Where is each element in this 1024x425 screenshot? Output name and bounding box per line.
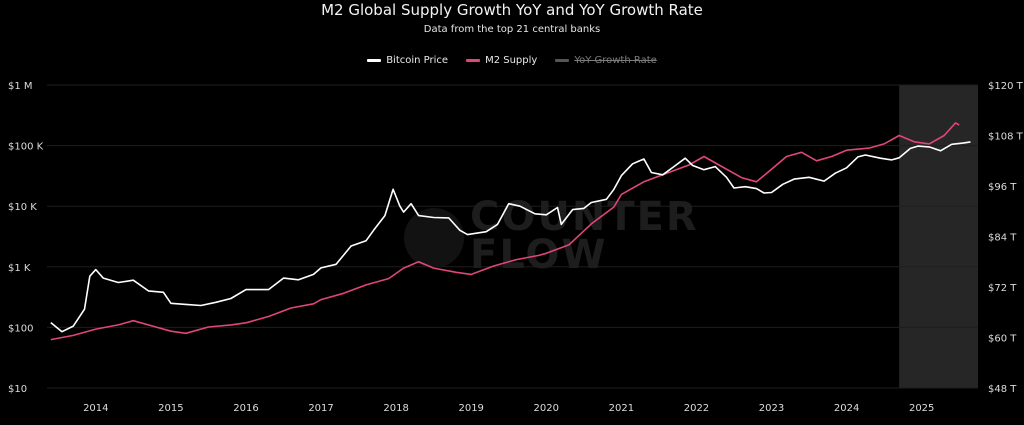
legend-item-yoy-growth-rate[interactable]: YoY Growth Rate <box>555 55 657 66</box>
right-tick-label: $60 T <box>988 334 1017 345</box>
x-tick-label: 2014 <box>83 403 108 414</box>
x-tick-label: 2022 <box>684 403 709 414</box>
left-tick-label: $1 K <box>8 263 31 274</box>
legend-label-yoy-growth-rate: YoY Growth Rate <box>574 55 657 66</box>
left-tick-label: $1 M <box>8 81 33 92</box>
left-tick-label: $10 K <box>8 202 37 213</box>
right-tick-label: $72 T <box>988 283 1017 294</box>
x-axis-ticks: 2014 2015 2016 2017 2018 2019 2020 2021 2022 2023… <box>83 403 934 414</box>
legend-item-m2-supply[interactable]: M2 Supply <box>466 55 537 66</box>
legend-swatch-bitcoin-price <box>367 59 382 62</box>
right-tick-label: $84 T <box>988 233 1017 244</box>
right-tick-label: $108 T <box>988 132 1024 143</box>
x-tick-label: 2021 <box>609 403 634 414</box>
right-axis-ticks: $120 T $108 T $96 T $84 T $72 T $60 T $48 T <box>988 81 1024 395</box>
series-lines <box>50 122 971 341</box>
chart-subtitle: Data from the top 21 central banks <box>423 24 601 35</box>
chart-title: M2 Global Supply Growth YoY and YoY Grow… <box>321 1 703 19</box>
x-tick-label: 2019 <box>458 403 483 414</box>
x-tick-label: 2018 <box>383 403 408 414</box>
watermark-coin-icon <box>404 208 464 268</box>
right-tick-label: $48 T <box>988 384 1017 395</box>
x-tick-label: 2025 <box>909 403 934 414</box>
x-tick-label: 2024 <box>834 403 859 414</box>
left-tick-label: $100 K <box>8 142 44 153</box>
right-tick-label: $96 T <box>988 182 1017 193</box>
legend-swatch-m2-supply <box>466 59 481 62</box>
forecast-shade <box>899 85 978 388</box>
x-tick-label: 2016 <box>233 403 258 414</box>
x-tick-label: 2017 <box>308 403 333 414</box>
series-line-bitcoin-price <box>50 141 971 333</box>
right-tick-label: $120 T <box>988 81 1024 92</box>
legend: Bitcoin Price M2 Supply YoY Growth Rate <box>0 55 1024 66</box>
legend-label-m2-supply: M2 Supply <box>485 55 538 66</box>
grid-lines <box>47 84 978 389</box>
x-tick-label: 2020 <box>534 403 559 414</box>
series-line-m2-supply <box>50 122 960 341</box>
x-tick-label: 2023 <box>759 403 784 414</box>
legend-item-bitcoin-price[interactable]: Bitcoin Price <box>367 55 448 66</box>
left-axis-ticks: $1 M $100 K $10 K $1 K $100 $10 <box>8 81 44 395</box>
left-tick-label: $10 <box>8 384 27 395</box>
legend-label-bitcoin-price: Bitcoin Price <box>386 55 449 66</box>
left-tick-label: $100 <box>8 323 33 334</box>
x-tick-label: 2015 <box>158 403 183 414</box>
legend-swatch-yoy-growth-rate <box>555 59 570 62</box>
forecast-shade-group <box>899 85 978 388</box>
